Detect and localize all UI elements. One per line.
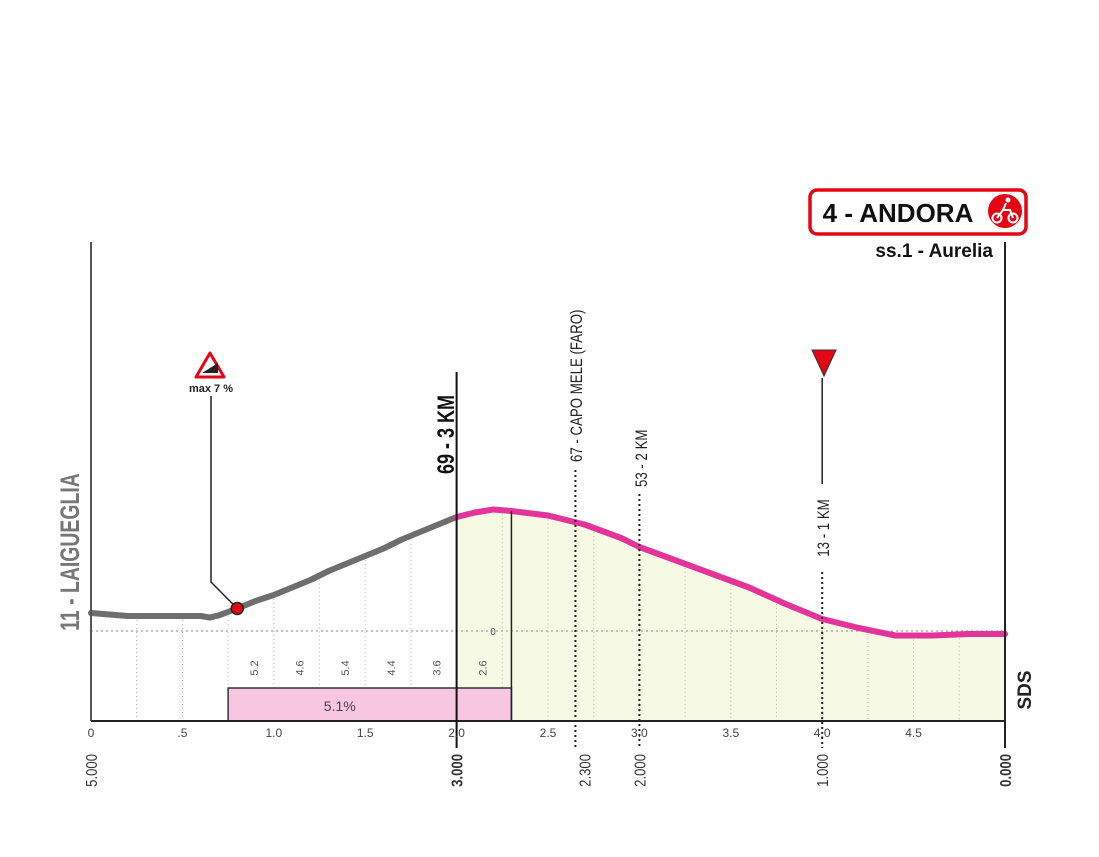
- remaining-distance-label: 2.300: [577, 754, 594, 787]
- x-tick-label: 2.5: [540, 726, 557, 740]
- segment-gradient-label: 2.6: [477, 660, 489, 675]
- climb-gradient-label: 5.1%: [324, 698, 356, 714]
- x-tick-label: 4.0: [814, 726, 831, 740]
- max-gradient-leader-line: [210, 396, 238, 610]
- remaining-distance-label: 0.000: [998, 754, 1015, 787]
- remaining-distance-label: 2.000: [632, 754, 649, 787]
- zero-reference-label: 0: [490, 627, 496, 638]
- sds-logo-text: SDS: [1015, 670, 1036, 709]
- x-tick-label: 0: [88, 726, 95, 740]
- finish-badge: 4 - ANDORA ss.1 - Aurelia: [808, 188, 1028, 262]
- max-gradient-label: max 7 %: [189, 383, 233, 395]
- finish-title: 4 - ANDORA: [823, 198, 974, 228]
- segment-gradient-label: 4.4: [386, 660, 398, 675]
- two-km-label: 53 - 2 KM: [633, 430, 652, 487]
- profile-line-climb: [88, 514, 460, 621]
- start-location-label: 11 - LAIGUEGLIA: [55, 473, 85, 631]
- x-tick-label: 3.5: [722, 726, 739, 740]
- segment-gradient-label: 3.6: [432, 660, 444, 675]
- segment-gradient-label: 5.4: [340, 660, 352, 675]
- cyclist-head-icon: [1005, 197, 1011, 203]
- gradient-warning-triangle-icon: [194, 351, 226, 379]
- climb-gradient-box: [227, 687, 513, 722]
- capo-mele-label: 67 - CAPO MELE (FARO): [568, 310, 587, 462]
- finish-subtitle: ss.1 - Aurelia: [875, 241, 993, 262]
- remaining-distance-label: 5.000: [84, 754, 101, 787]
- max-gradient-warning: max 7 %: [189, 351, 244, 616]
- flamme-rouge-triangle-icon: [811, 349, 837, 378]
- x-tick-label: 2.0: [448, 726, 465, 740]
- remaining-distance-label: 3.000: [449, 754, 466, 787]
- x-tick-label: 4.5: [905, 726, 922, 740]
- segment-gradient-label: 5.2: [249, 660, 261, 675]
- x-tick-label: .5: [177, 726, 187, 740]
- max-gradient-point: [230, 601, 244, 616]
- three-km-label: 69 - 3 KM: [434, 395, 460, 474]
- one-km-label: 13 - 1 KM: [815, 499, 834, 556]
- gradient-slope-icon: [202, 363, 218, 373]
- remaining-distance-label: 1.000: [815, 754, 832, 787]
- x-tick-label: 3.0: [631, 726, 648, 740]
- x-tick-label: 1.5: [357, 726, 374, 740]
- cyclist-glyph-icon: [991, 202, 1019, 224]
- x-tick-label: 1.0: [265, 726, 282, 740]
- segment-gradient-label: 4.6: [295, 660, 307, 675]
- profile-line-finale: [453, 506, 1008, 639]
- finish-badge-frame: [808, 188, 1028, 236]
